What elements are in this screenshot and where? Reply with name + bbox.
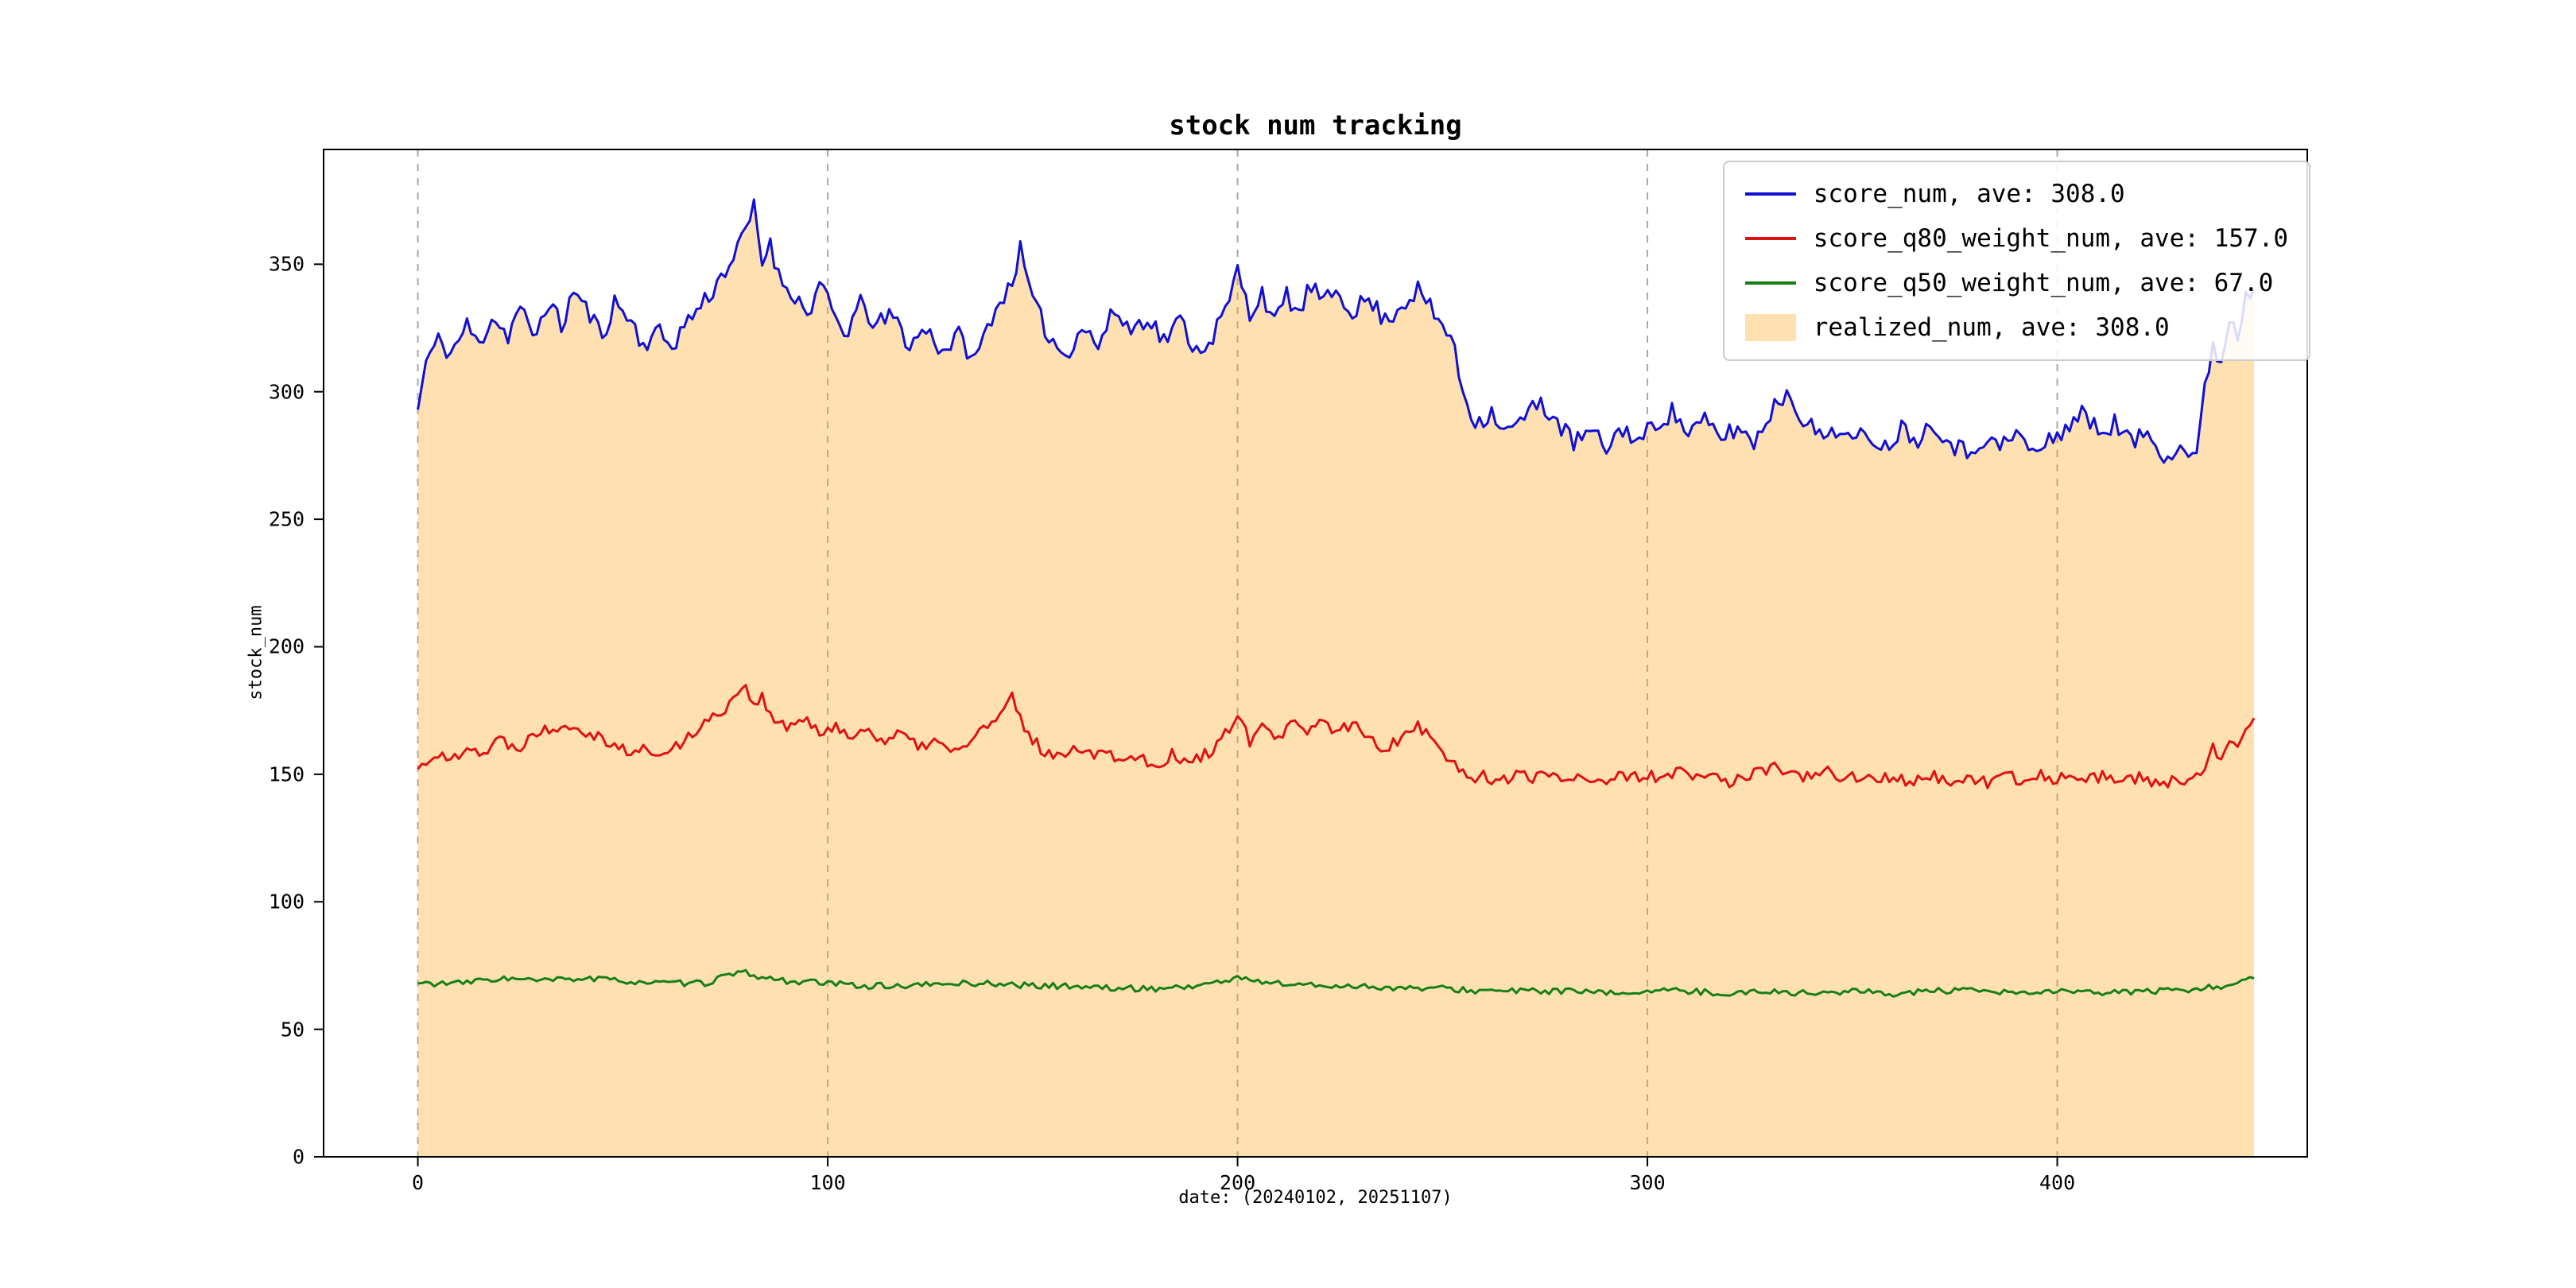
y-tick-label: 100 — [268, 890, 305, 914]
legend-label: score_q80_weight_num, ave: 157.0 — [1813, 224, 2288, 253]
y-tick-label: 250 — [268, 507, 305, 531]
y-tick-label: 50 — [280, 1018, 305, 1042]
legend-entry: score_q80_weight_num, ave: 157.0 — [1744, 219, 2288, 258]
legend-line-swatch — [1744, 237, 1796, 240]
legend-entry: score_num, ave: 308.0 — [1744, 175, 2288, 213]
y-axis-label: stock_num — [246, 605, 266, 700]
line-score_q50_weight_num — [417, 968, 2255, 998]
legend-patch-swatch — [1744, 314, 1796, 341]
axes-border — [323, 149, 2308, 1158]
x-tick-label: 200 — [1219, 1171, 1256, 1194]
y-tick-label: 150 — [268, 762, 305, 786]
y-tick-label: 0 — [292, 1145, 305, 1169]
y-tick-label: 300 — [268, 380, 305, 404]
x-tick-label: 0 — [412, 1171, 425, 1194]
legend-line-swatch — [1744, 281, 1796, 285]
legend-entry: realized_num, ave: 308.0 — [1744, 308, 2288, 347]
legend-line-swatch — [1744, 192, 1796, 196]
y-tick-label: 350 — [268, 252, 305, 276]
y-tick-label: 200 — [268, 634, 305, 658]
line-score_q80_weight_num — [417, 684, 2256, 789]
x-tick-label: 400 — [2039, 1171, 2076, 1194]
legend-label: realized_num, ave: 308.0 — [1813, 313, 2170, 342]
legend: score_num, ave: 308.0 score_q80_weight_nu… — [1722, 161, 2310, 361]
x-tick-label: 100 — [809, 1171, 846, 1194]
x-tick-label: 300 — [1629, 1171, 1666, 1194]
legend-label: score_num, ave: 308.0 — [1813, 180, 2125, 208]
legend-entry: score_q50_weight_num, ave: 67.0 — [1744, 264, 2288, 302]
area-realized_num — [417, 200, 2255, 1157]
line-score_num — [417, 198, 2256, 464]
chart-title: stock num tracking — [1169, 110, 1462, 142]
x-axis-label: date: (20240102, 20251107) — [1178, 1188, 1453, 1208]
legend-label: score_q50_weight_num, ave: 67.0 — [1813, 269, 2274, 297]
